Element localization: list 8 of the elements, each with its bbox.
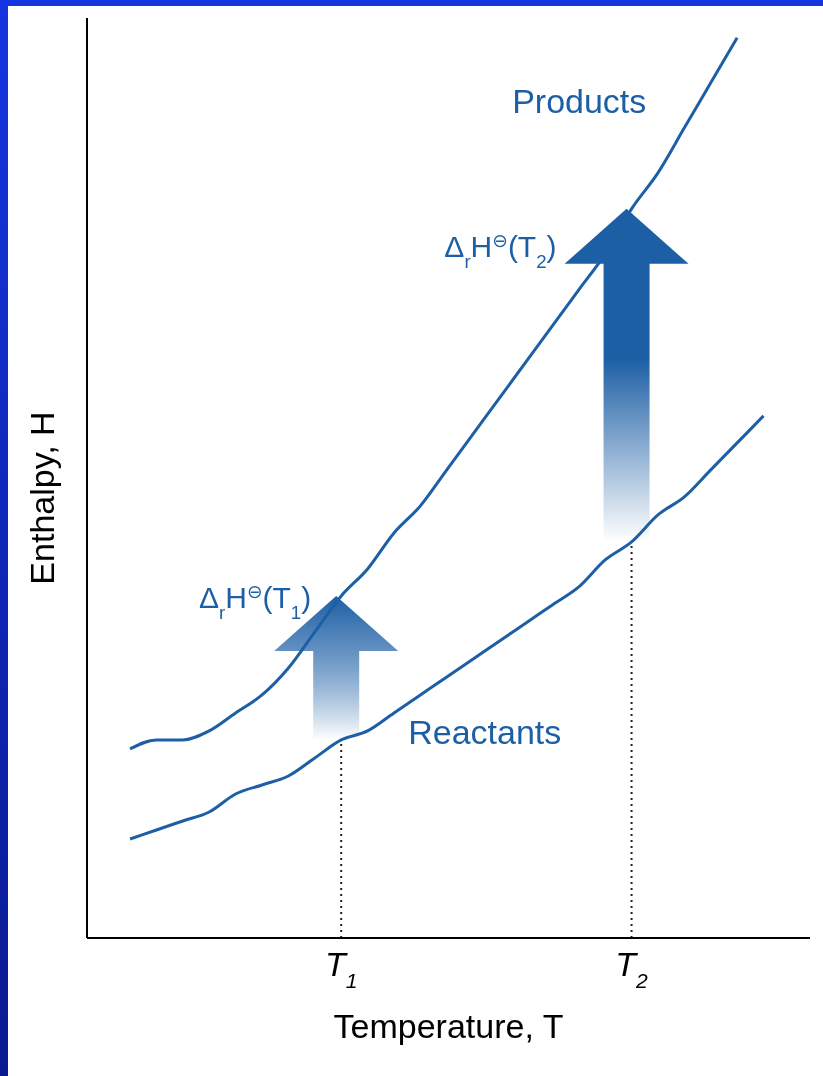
x-axis-title: Temperature, T xyxy=(333,1007,564,1045)
series-label: Products xyxy=(512,81,647,120)
x-tick-label: T$_{2}$ xyxy=(615,945,649,992)
series-label: Reactants xyxy=(408,712,562,751)
annotation: Δ$_{r}$H$^{⊖}$(T$_{2}$) xyxy=(444,229,557,272)
y-axis-title: Enthalpy, H xyxy=(23,411,61,585)
annotation: Δ$_{r}$H$^{⊖}$(T$_{1}$) xyxy=(199,580,312,623)
x-tick-label: T$_{1}$ xyxy=(324,945,358,992)
